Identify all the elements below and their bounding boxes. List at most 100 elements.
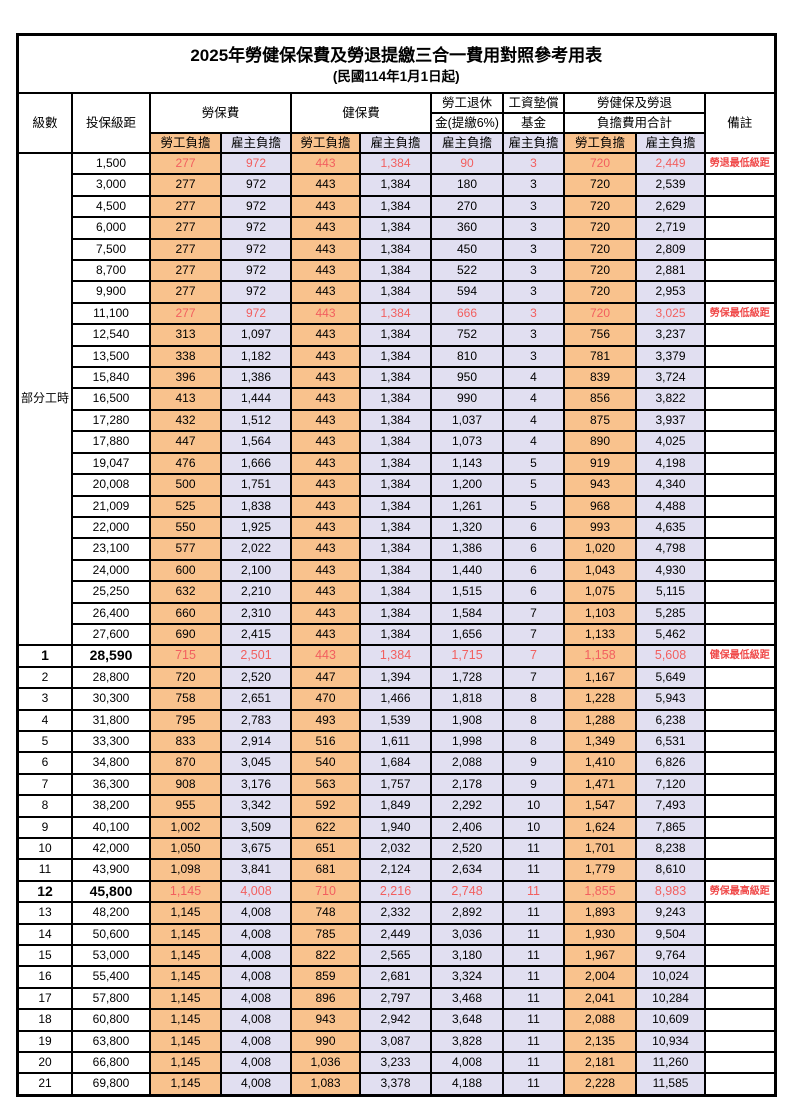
cell-pension-employer: 2,634	[430, 858, 505, 882]
cell-remark	[704, 280, 777, 304]
cell-labor-employee: 277	[149, 216, 223, 240]
cell-health-employer: 1,394	[359, 665, 433, 690]
cell-health-employee: 785	[290, 922, 362, 947]
cell-labor-employee: 955	[149, 794, 223, 818]
cell-health-employer: 3,378	[359, 1072, 433, 1097]
cell-labor-employee: 1,145	[149, 1008, 223, 1032]
cell-labor-employer: 2,520	[220, 665, 293, 690]
cell-health-employee: 990	[290, 1029, 362, 1054]
cell-level: 3	[16, 687, 74, 711]
cell-bracket: 48,200	[71, 901, 152, 925]
cell-health-employee: 896	[290, 986, 362, 1011]
cell-labor-employer: 4,008	[220, 965, 293, 989]
cell-health-employee: 443	[290, 558, 362, 583]
cell-bracket: 57,800	[71, 986, 152, 1011]
cell-labor-employee: 277	[149, 301, 223, 326]
cell-labor-employee: 338	[149, 344, 223, 369]
cell-pension-employer: 1,200	[430, 473, 505, 497]
cell-wagefund-employer: 10	[502, 815, 566, 840]
table-row: 17,280 432 1,512 443 1,384 1,037 4 875 3,937	[18, 408, 777, 433]
cell-total-employer: 4,488	[635, 494, 707, 518]
cell-level: 2	[16, 665, 74, 690]
cell-pension-employer: 666	[430, 301, 505, 326]
cell-health-employer: 2,565	[359, 944, 433, 968]
cell-health-employer: 2,216	[359, 879, 433, 904]
subheader-pension-employer: 雇主負擔	[430, 132, 505, 154]
cell-wagefund-employer: 7	[502, 665, 566, 690]
cell-wagefund-employer: 6	[502, 580, 566, 604]
cell-wagefund-employer: 11	[502, 965, 566, 989]
cell-wagefund-employer: 3	[502, 323, 566, 347]
cell-total-employee: 1,893	[563, 901, 638, 925]
cell-labor-employee: 833	[149, 729, 223, 754]
cell-labor-employer: 2,783	[220, 708, 293, 732]
cell-total-employee: 720	[563, 173, 638, 197]
cell-total-employee: 1,167	[563, 665, 638, 690]
cell-wagefund-employer: 3	[502, 280, 566, 304]
cell-pension-employer: 1,143	[430, 451, 505, 476]
page-title: 2025年勞健保保費及勞退提繳三合一費用對照參考用表	[190, 46, 603, 66]
cell-labor-employer: 972	[220, 216, 293, 240]
cell-remark	[704, 772, 777, 797]
cell-labor-employer: 1,925	[220, 515, 293, 540]
cell-health-employer: 1,384	[359, 601, 433, 625]
subheader-labor-employee: 勞工負擔	[149, 132, 223, 154]
cell-health-employer: 1,384	[359, 515, 433, 540]
cell-bracket: 24,000	[71, 558, 152, 583]
cell-health-employer: 1,384	[359, 558, 433, 583]
cell-total-employee: 1,043	[563, 558, 638, 583]
table-row: 13,500 338 1,182 443 1,384 810 3 781 3,379	[18, 344, 777, 369]
cell-labor-employee: 432	[149, 408, 223, 433]
cell-health-employee: 443	[290, 387, 362, 411]
cell-labor-employer: 972	[220, 259, 293, 283]
cell-remark	[704, 1051, 777, 1075]
cell-health-employee: 822	[290, 944, 362, 968]
cell-level: 19	[16, 1029, 74, 1054]
cell-remark	[704, 494, 777, 518]
cell-level: 15	[16, 944, 74, 968]
cell-wagefund-employer: 3	[502, 259, 566, 283]
cell-total-employer: 4,635	[635, 515, 707, 540]
cell-bracket: 34,800	[71, 751, 152, 775]
table-row: 部分工時 1,500 277 972 443 1,384 90 3 720 2,449 勞退最低級距	[16, 151, 777, 647]
cell-pension-employer: 1,320	[430, 515, 505, 540]
cell-total-employer: 11,260	[635, 1051, 707, 1075]
cell-bracket: 19,047	[71, 451, 152, 476]
table-row: 3,000 277 972 443 1,384 180 3 720 2,539	[18, 173, 777, 197]
subheader-total-employee: 勞工負擔	[563, 132, 638, 154]
cell-health-employee: 470	[290, 687, 362, 711]
cell-total-employer: 9,764	[635, 944, 707, 968]
cell-total-employer: 3,025	[635, 301, 707, 326]
cell-bracket: 20,008	[71, 473, 152, 497]
cell-health-employer: 3,087	[359, 1029, 433, 1054]
cell-remark	[704, 366, 777, 390]
cell-health-employee: 681	[290, 858, 362, 882]
cell-total-employer: 10,024	[635, 965, 707, 989]
table-row: 3 30,300 758 2,651 470 1,466 1,818 8 1,228 5,943	[16, 687, 777, 711]
cell-pension-employer: 2,088	[430, 751, 505, 775]
cell-bracket: 17,280	[71, 408, 152, 433]
cell-health-employee: 516	[290, 729, 362, 754]
title-row: 2025年勞健保保費及勞退提繳三合一費用對照參考用表 (民國114年1月1日起)	[16, 33, 777, 94]
cell-level: 8	[16, 794, 74, 818]
cell-remark	[704, 901, 777, 925]
cell-wagefund-employer: 3	[502, 194, 566, 219]
cell-labor-employer: 972	[220, 173, 293, 197]
cell-health-employer: 2,332	[359, 901, 433, 925]
cell-level: 13	[16, 901, 74, 925]
cell-labor-employer: 972	[220, 194, 293, 219]
cell-bracket: 53,000	[71, 944, 152, 968]
table-row: 4 31,800 795 2,783 493 1,539 1,908 8 1,288 6,238	[16, 708, 777, 732]
table-row: 4,500 277 972 443 1,384 270 3 720 2,629	[18, 194, 777, 219]
cell-labor-employee: 1,002	[149, 815, 223, 840]
cell-health-employer: 2,449	[359, 922, 433, 947]
cell-health-employee: 447	[290, 665, 362, 690]
cell-remark	[704, 687, 777, 711]
cell-wagefund-employer: 7	[502, 601, 566, 625]
cell-pension-employer: 2,292	[430, 794, 505, 818]
cell-wagefund-employer: 3	[502, 237, 566, 262]
cell-bracket: 40,100	[71, 815, 152, 840]
cell-total-employer: 3,237	[635, 323, 707, 347]
table-row: 22,000 550 1,925 443 1,384 1,320 6 993 4,635	[18, 515, 777, 540]
cell-health-employer: 1,757	[359, 772, 433, 797]
